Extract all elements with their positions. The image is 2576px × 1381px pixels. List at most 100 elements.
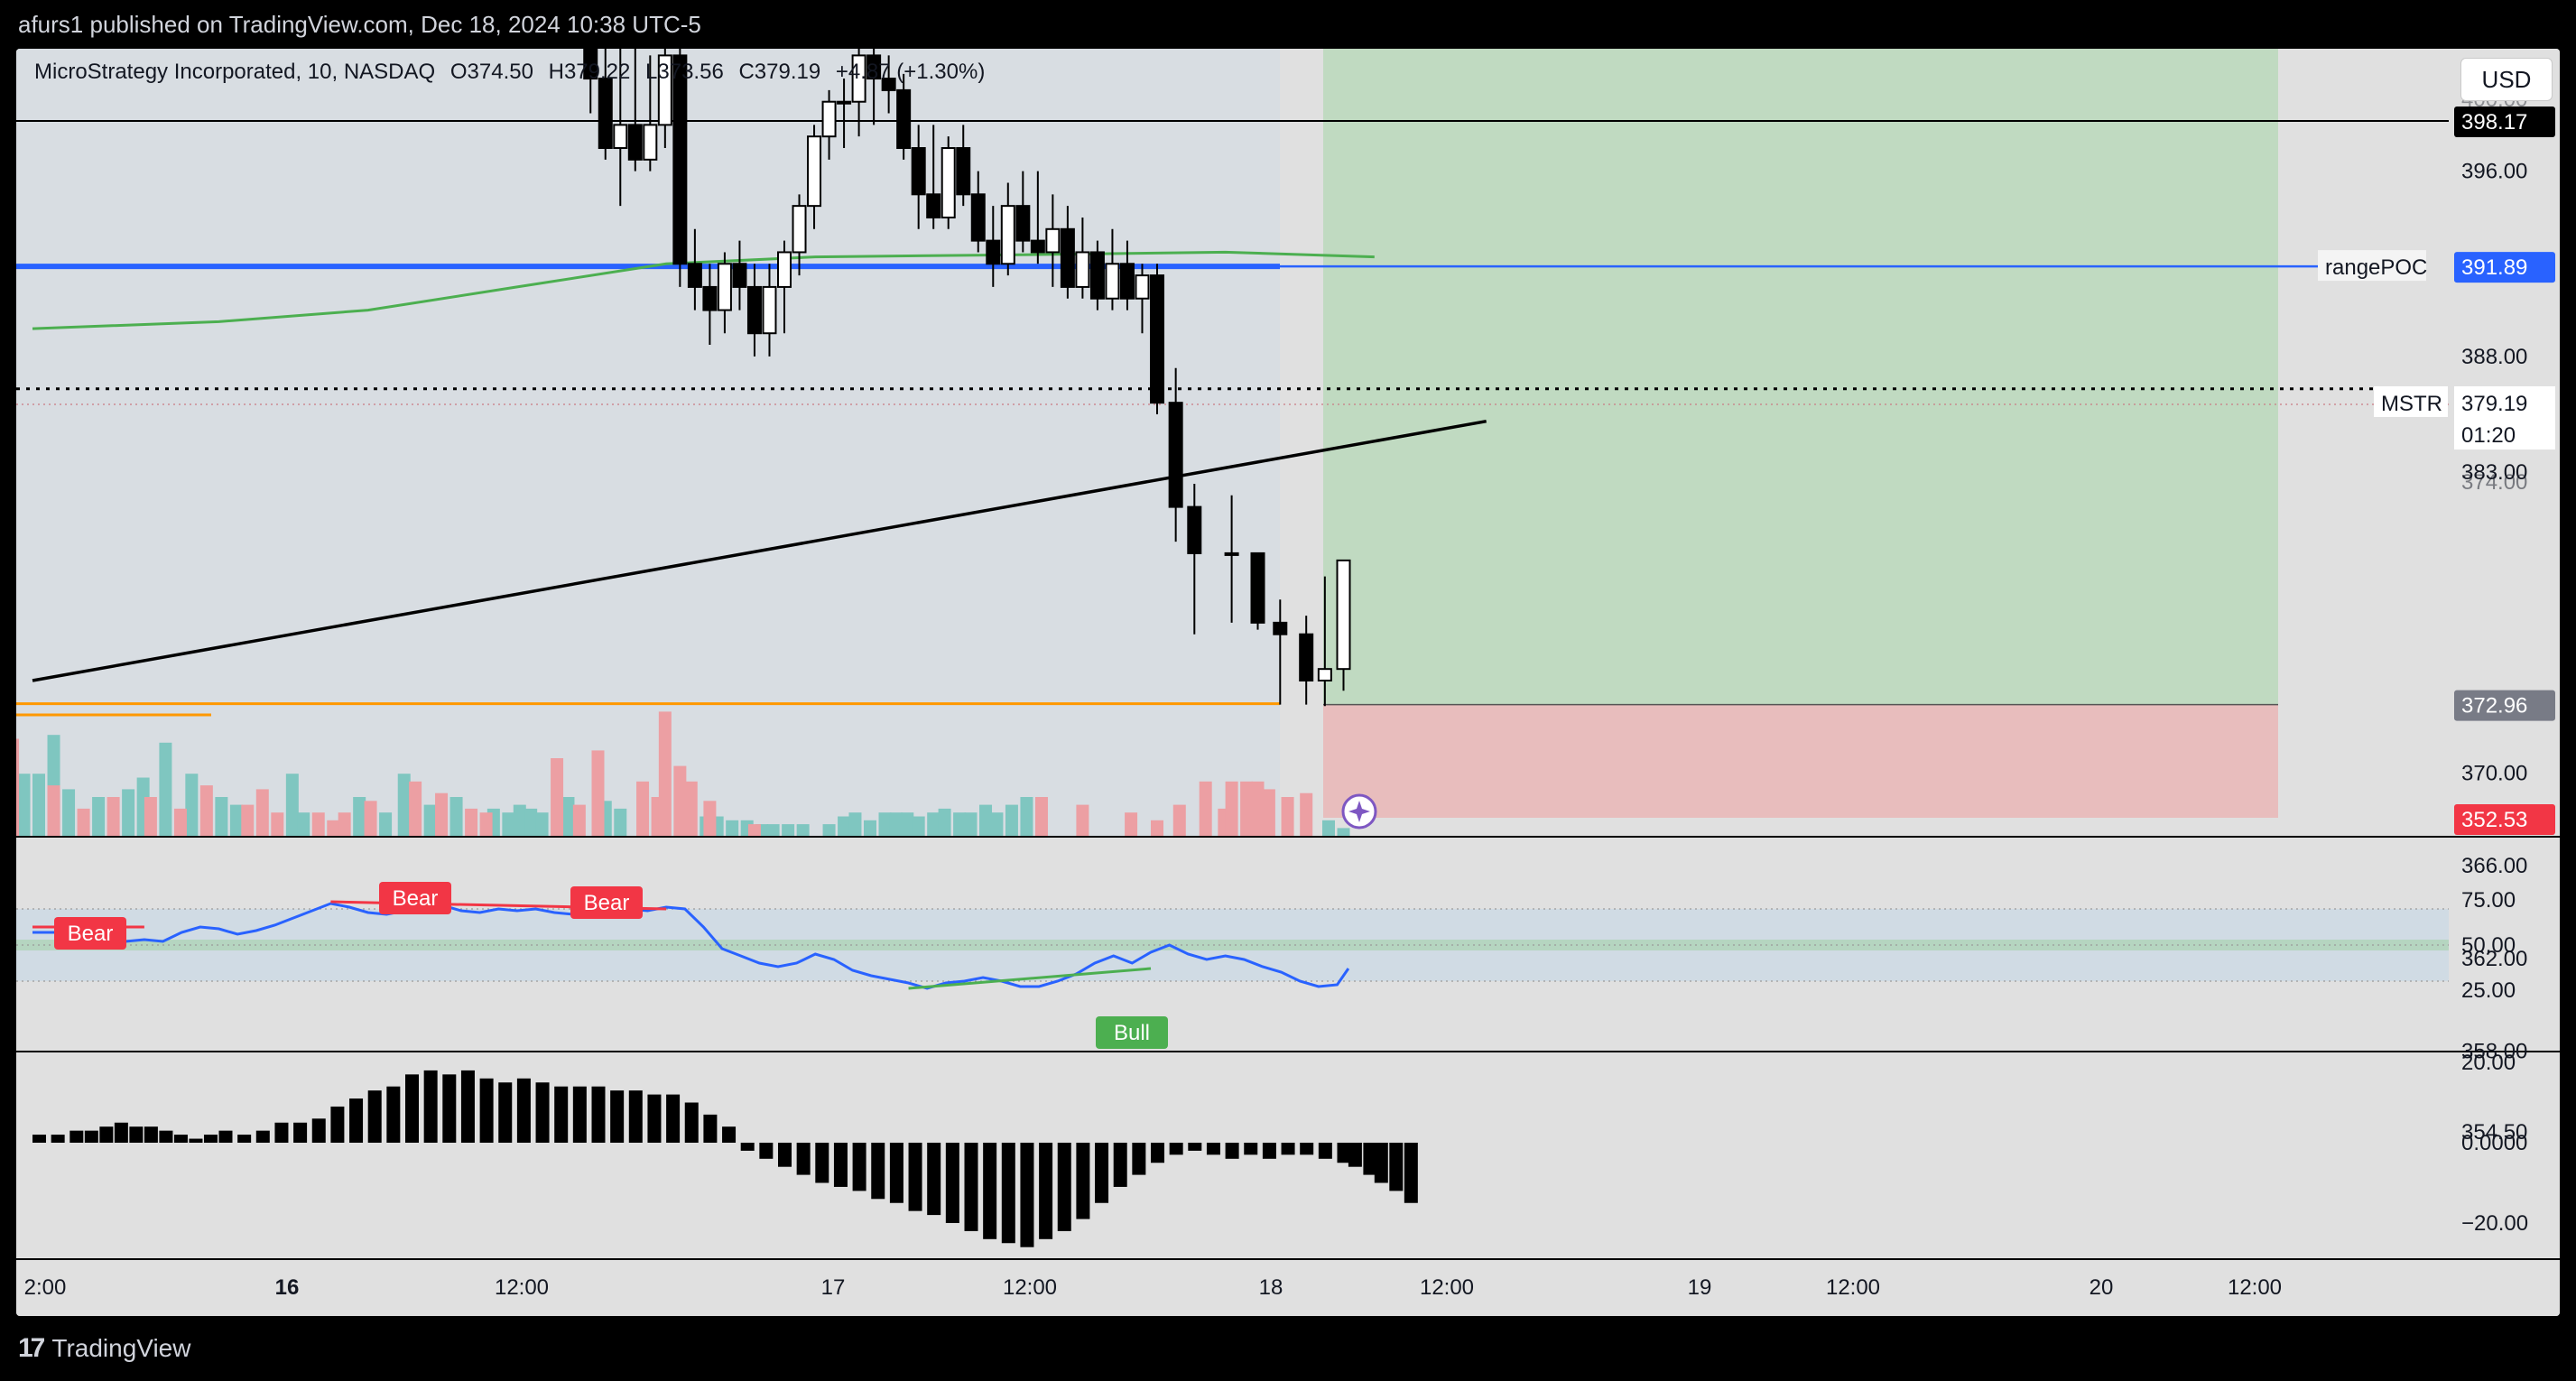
volume-bar-bear — [311, 812, 325, 836]
stop-price-label: 352.53 — [2461, 808, 2527, 832]
candle-bull[interactable] — [837, 100, 852, 105]
macd-histogram-bar — [908, 1143, 922, 1211]
candle-bear[interactable] — [970, 193, 986, 242]
volume-bar-bull — [838, 816, 851, 836]
candle-bear[interactable] — [1030, 239, 1045, 254]
candle-bull[interactable] — [1317, 668, 1332, 682]
replay-target-icon[interactable] — [1341, 793, 1377, 830]
profit-zone[interactable] — [1323, 49, 2278, 705]
candle-bull[interactable] — [1224, 551, 1239, 556]
macd-histogram-bar — [51, 1135, 65, 1143]
loss-zone[interactable] — [1323, 704, 2278, 818]
macd-pane — [32, 1070, 1418, 1247]
macd-histogram-bar — [852, 1143, 866, 1191]
trendline[interactable] — [32, 419, 1487, 682]
volume-bar-bear — [551, 758, 564, 836]
candle-bear[interactable] — [1060, 227, 1075, 288]
volume-bar-bull — [185, 774, 199, 836]
candle-bear[interactable] — [1299, 633, 1314, 681]
candle-bull[interactable] — [717, 263, 732, 311]
candle-bull[interactable] — [821, 100, 837, 138]
candle-bear[interactable] — [1150, 274, 1164, 404]
macd-tick-label: 0.0000 — [2461, 1131, 2527, 1155]
macd-histogram-bar — [722, 1126, 737, 1143]
symbol-legend[interactable]: MicroStrategy Incorporated, 10, NASDAQ O… — [34, 60, 994, 85]
chart-frame[interactable]: Bear Bear Bear Bull 396.00 388.00 383.00 370.0… — [16, 49, 2560, 1316]
candle-bull[interactable] — [792, 205, 807, 254]
indicator-lines — [16, 120, 2449, 717]
macd-histogram-bar — [964, 1143, 978, 1231]
candle-bear[interactable] — [598, 78, 613, 150]
volume-bars — [16, 711, 1350, 836]
legend-symbol: MicroStrategy Incorporated, 10, NASDAQ — [34, 60, 436, 84]
publisher-header: afurs1 published on TradingView.com, Dec… — [0, 0, 2576, 49]
candle-bear[interactable] — [881, 78, 896, 91]
candle-bear[interactable] — [583, 49, 598, 80]
moving-average-line[interactable] — [32, 250, 1375, 330]
candle-bull[interactable] — [1105, 263, 1120, 300]
candle-bull[interactable] — [1000, 205, 1015, 265]
candle-bear[interactable] — [1273, 621, 1288, 635]
macd-histogram-bar — [1020, 1143, 1034, 1247]
candle-bear[interactable] — [1015, 205, 1031, 242]
candle-bear[interactable] — [1119, 263, 1135, 300]
candle-bull[interactable] — [1045, 227, 1061, 254]
rsi-tick-label: 50.00 — [2461, 933, 2516, 958]
candle-bear[interactable] — [1168, 402, 1183, 508]
volume-bar-bull — [379, 812, 393, 836]
candle-bear[interactable] — [732, 263, 747, 288]
macd-histogram-bar — [460, 1070, 475, 1143]
candle-bear[interactable] — [956, 147, 971, 196]
macd-tick-label: 20.00 — [2461, 1051, 2516, 1075]
volume-bar-bull — [901, 812, 914, 836]
volume-bar-bull — [979, 804, 993, 836]
macd-histogram-bar — [330, 1106, 345, 1143]
macd-histogram-bar — [84, 1130, 98, 1143]
time-tick-label: 17 — [821, 1275, 846, 1300]
macd-histogram-bar — [1404, 1143, 1418, 1203]
volume-bar-bear — [747, 824, 761, 836]
candle-bull[interactable] — [777, 251, 792, 288]
position-zones — [1323, 49, 2278, 818]
candle-bull[interactable] — [613, 124, 628, 150]
volume-bar-bull — [215, 797, 228, 836]
candle-bull[interactable] — [941, 147, 956, 218]
candle-bull[interactable] — [643, 124, 658, 161]
candle-bull[interactable] — [657, 54, 672, 126]
candle-bear[interactable] — [627, 124, 643, 161]
volume-bar-bull — [502, 812, 515, 836]
volume-bar-bull — [353, 797, 366, 836]
volume-bar-bear — [435, 792, 449, 836]
volume-bar-bear — [255, 789, 269, 836]
volume-bar-bull — [863, 820, 876, 836]
candle-bear[interactable] — [687, 263, 702, 288]
rsi-line[interactable] — [32, 902, 1350, 990]
candle-bear[interactable] — [1089, 251, 1105, 300]
currency-button[interactable]: USD — [2460, 58, 2553, 101]
rsi-tag-label: Bull — [1114, 1021, 1150, 1045]
candle-bear[interactable] — [896, 88, 912, 150]
macd-histogram-bar — [1389, 1143, 1404, 1191]
macd-histogram-bar — [129, 1126, 144, 1143]
chart-canvas[interactable]: Bear Bear Bear Bull 396.00 388.00 383.00 370.0… — [16, 49, 2560, 1316]
candle-bear[interactable] — [911, 147, 926, 196]
macd-histogram-bar — [684, 1102, 699, 1143]
candle-bear[interactable] — [746, 285, 762, 335]
candle-bull[interactable] — [1336, 559, 1351, 671]
candle-bear[interactable] — [702, 285, 718, 311]
candle-bear[interactable] — [866, 54, 882, 80]
candle-bull[interactable] — [762, 285, 777, 335]
candle-bull[interactable] — [807, 135, 822, 208]
candle-bull[interactable] — [1075, 251, 1090, 288]
time-tick-label: 12:00 — [1420, 1275, 1474, 1300]
candle-bear[interactable] — [1250, 551, 1265, 624]
price-tick-label: 362.00 — [2461, 947, 2527, 971]
candle-bull[interactable] — [851, 54, 866, 103]
candle-bear[interactable] — [986, 239, 1001, 265]
candle-bear[interactable] — [926, 193, 941, 218]
volume-bar-bull — [513, 804, 526, 836]
candle-bear[interactable] — [672, 54, 688, 265]
candle-bull[interactable] — [1135, 274, 1150, 300]
candle-bear[interactable] — [1187, 505, 1202, 554]
price-tick-label: 354.50 — [2461, 1120, 2527, 1145]
